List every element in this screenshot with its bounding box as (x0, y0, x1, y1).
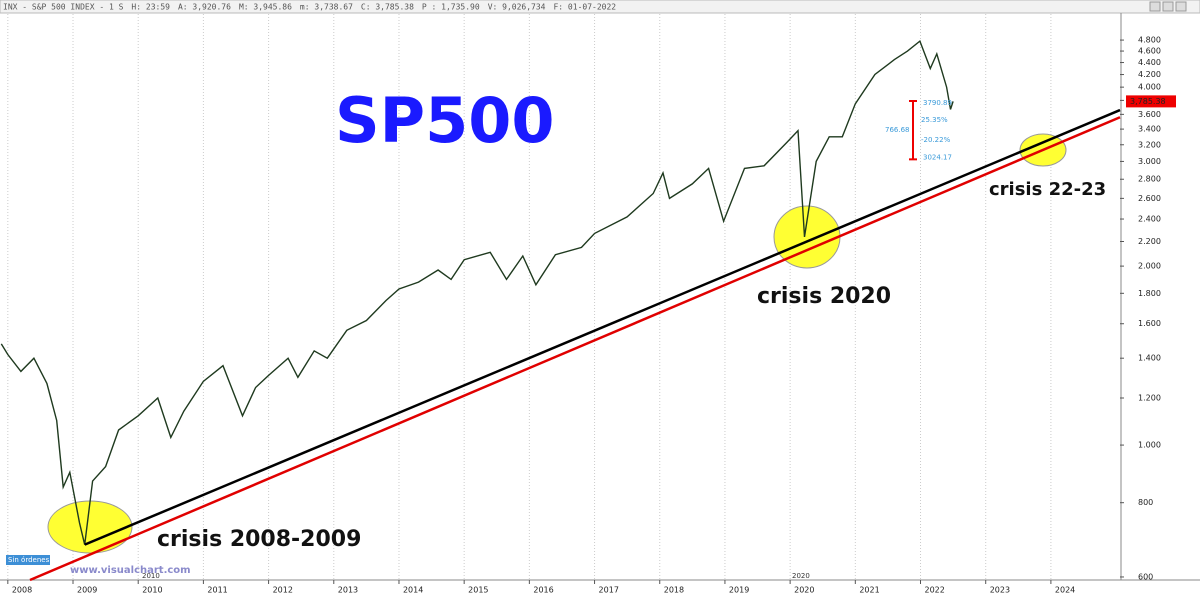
watermark: www.visualchart.com (70, 565, 191, 576)
annotation: crisis 22-23 (989, 179, 1106, 200)
x-tick-label: 2022 (925, 586, 945, 595)
y-tick-label: 2.200 (1138, 237, 1161, 246)
y-tick-label: 2.400 (1138, 215, 1161, 224)
y-tick-label: 800 (1138, 498, 1153, 507)
y-tick-label: 1.400 (1138, 354, 1161, 363)
x-tick-label: 2023 (990, 586, 1010, 595)
annotation: crisis 2020 (757, 284, 891, 309)
measure-label: 25.35% (921, 116, 948, 124)
highlight-ellipse (47, 500, 133, 554)
measure-label: -20.22% (921, 136, 951, 144)
trendline (84, 108, 1121, 546)
x-tick-label: 2018 (664, 586, 684, 595)
y-tick-label: 4.600 (1138, 47, 1161, 56)
header-field: M: 3,945.86 (239, 3, 292, 12)
trendline (29, 116, 1121, 582)
x-tick-label: 2008 (12, 586, 32, 595)
y-tick-label: 4.400 (1138, 58, 1161, 67)
x-tick-label: 2014 (403, 586, 423, 595)
x-tick-label: 2013 (338, 586, 358, 595)
y-tick-label: 4.000 (1138, 83, 1161, 92)
y-tick-label: 1.600 (1138, 319, 1161, 328)
y-tick-label: 1.200 (1138, 394, 1161, 403)
window-button[interactable] (1162, 1, 1174, 12)
period-label: 2010 (142, 572, 160, 580)
annotation: crisis 2008-2009 (157, 527, 361, 552)
header-field: A: 3,920.76 (178, 3, 231, 12)
y-tick-label: 600 (1138, 572, 1153, 581)
x-tick-label: 2009 (77, 586, 97, 595)
measure-label: 3790.89 (923, 99, 952, 107)
window-button[interactable] (1175, 1, 1187, 12)
x-tick-label: 2020 (794, 586, 814, 595)
y-tick-label: 4.200 (1138, 70, 1161, 79)
x-tick-label: 2017 (599, 586, 619, 595)
orders-label: Sin órdenes (8, 556, 50, 564)
price-line (0, 39, 954, 545)
header-field: F: 01-07-2022 (553, 3, 616, 12)
x-tick-label: 2016 (533, 586, 553, 595)
y-tick-label: 1.000 (1138, 441, 1161, 450)
header-field: C: 3,785.38 (361, 3, 414, 12)
header-field: H: 23:59 (131, 3, 170, 12)
chart-title: SP500 (335, 84, 555, 157)
y-tick-label: 4.800 (1138, 36, 1161, 45)
header-bar (0, 0, 1200, 14)
x-tick-label: 2012 (273, 586, 293, 595)
header-field: m: 3,738.67 (300, 3, 353, 12)
last-price-tag (1126, 95, 1176, 108)
last-price-label: 3,785.38 (1130, 97, 1166, 106)
x-tick-label: 2021 (859, 586, 879, 595)
x-tick-label: 2010 (142, 586, 162, 595)
x-tick-label: 2015 (468, 586, 488, 595)
orders-badge[interactable] (6, 555, 50, 565)
measure-label: 3024.17 (923, 153, 952, 161)
header-field: INX - S&P 500 INDEX - 1 S (3, 3, 124, 12)
period-label: 2020 (792, 572, 810, 580)
y-tick-label: 3.200 (1138, 140, 1161, 149)
window-button[interactable] (1149, 1, 1161, 12)
x-tick-label: 2011 (207, 586, 227, 595)
y-tick-label: 2.800 (1138, 175, 1161, 184)
y-tick-label: 3.600 (1138, 110, 1161, 119)
header-field: V: 9,026,734 (488, 3, 546, 12)
x-tick-label: 2019 (729, 586, 749, 595)
measure-label: 766.68 (885, 126, 910, 134)
header-field: P : 1,735.90 (422, 3, 480, 12)
y-tick-label: 3.400 (1138, 125, 1161, 134)
x-tick-label: 2024 (1055, 586, 1075, 595)
y-tick-label: 2.000 (1138, 262, 1161, 271)
y-tick-label: 1.800 (1138, 289, 1161, 298)
y-tick-label: 2.600 (1138, 194, 1161, 203)
y-tick-label: 3.000 (1138, 157, 1161, 166)
